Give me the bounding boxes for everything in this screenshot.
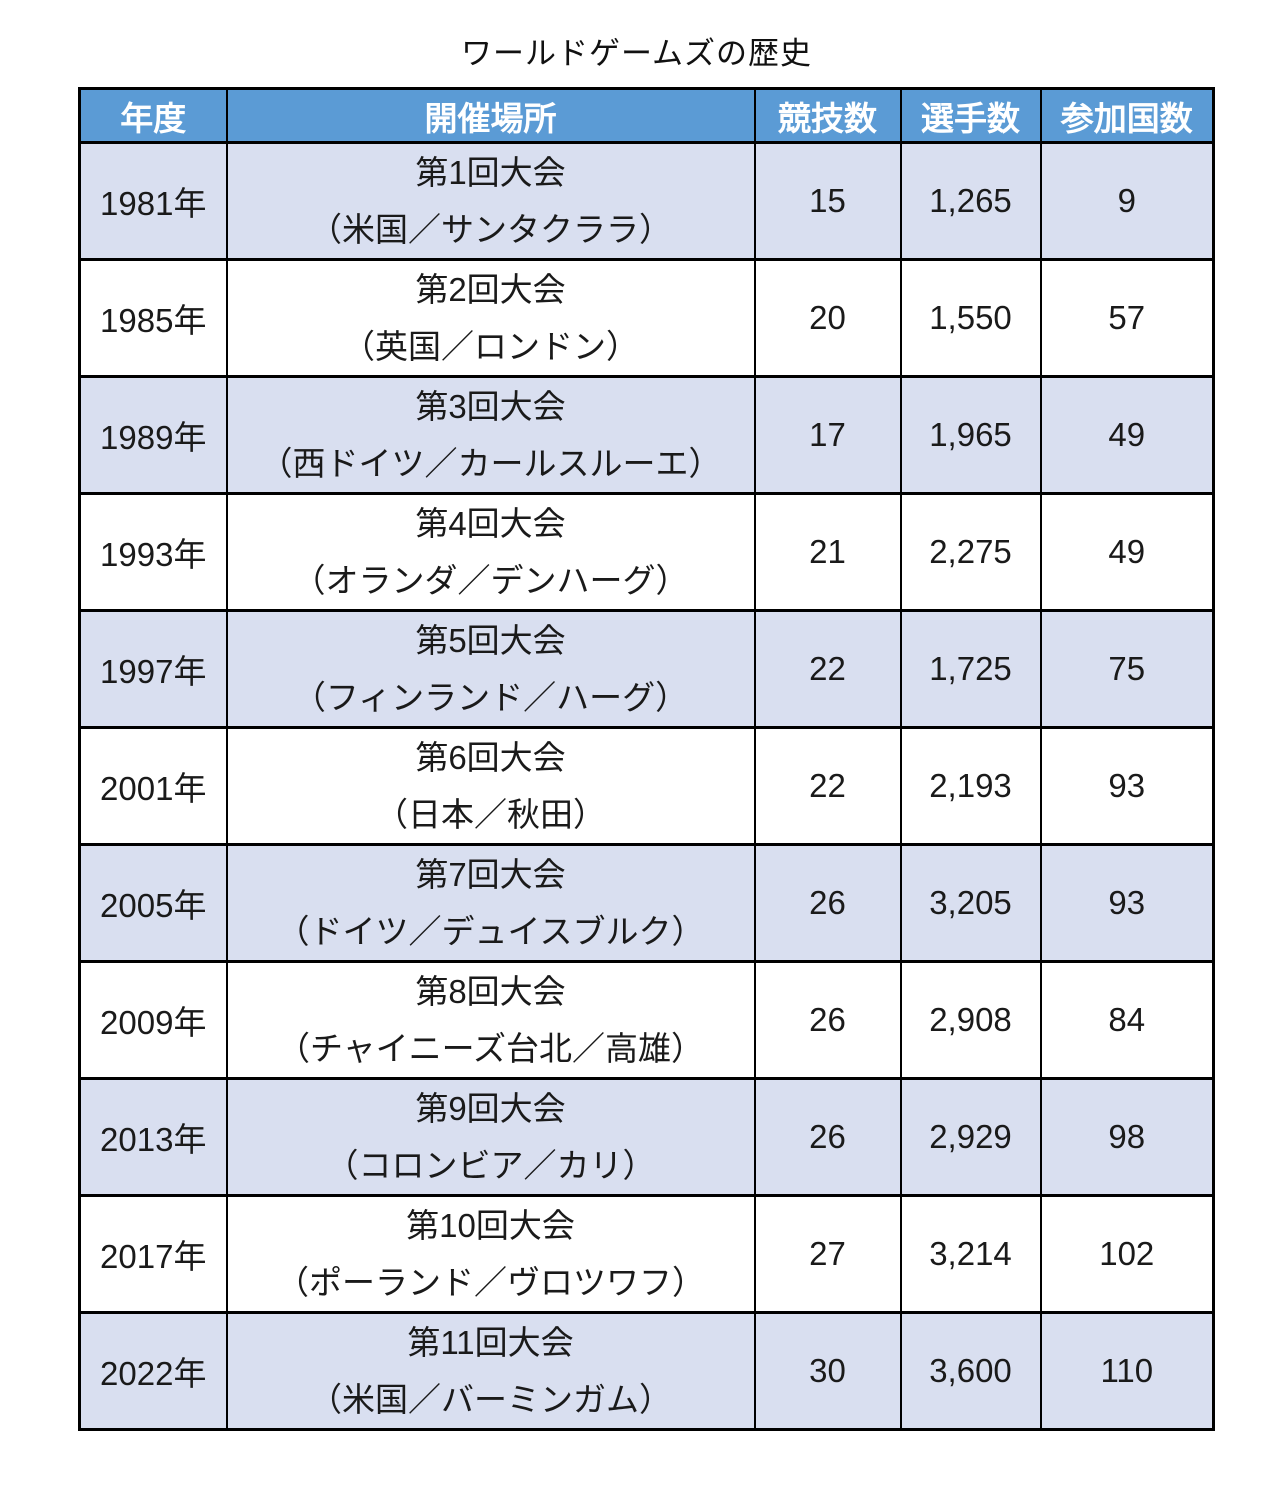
venue-cell: 第7回大会 （ドイツ／デュイスブルク） xyxy=(225,843,756,963)
year-cell: 2017年 xyxy=(78,1194,228,1314)
venue-location: （ポーランド／ヴロツワフ） xyxy=(276,1264,705,1301)
venue-cell: 第5回大会 （フィンランド／ハーグ） xyxy=(225,609,756,729)
world-games-history-table: 年度 開催場所 競技数 選手数 参加国数 1981年 第1回大会 （米国／サンタ… xyxy=(78,87,1215,1431)
year-cell: 2001年 xyxy=(78,726,228,846)
venue-location: （オランダ／デンハーグ） xyxy=(292,562,689,599)
venue-cell: 第9回大会 （コロンビア／カリ） xyxy=(225,1077,756,1197)
countries-count-cell: 84 xyxy=(1039,960,1215,1080)
table-header: 年度 開催場所 競技数 選手数 参加国数 xyxy=(78,87,1215,144)
event-name: 第7回大会 xyxy=(415,856,566,893)
countries-count-cell: 49 xyxy=(1039,375,1215,495)
venue-location: （米国／サンタクララ） xyxy=(309,211,672,248)
year-cell: 1993年 xyxy=(78,492,228,612)
venue-location: （日本／秋田） xyxy=(375,796,606,833)
countries-count-cell: 93 xyxy=(1039,843,1215,963)
venue-location: （ドイツ／デュイスブルク） xyxy=(276,913,705,950)
table-row: 1981年 第1回大会 （米国／サンタクララ） 15 1,265 9 xyxy=(78,141,1215,261)
event-name: 第11回大会 xyxy=(407,1324,574,1361)
sports-count-cell: 21 xyxy=(753,492,902,612)
table-row: 1985年 第2回大会 （英国／ロンドン） 20 1,550 57 xyxy=(78,258,1215,378)
event-name: 第1回大会 xyxy=(415,154,566,191)
athletes-count-cell: 1,265 xyxy=(899,141,1042,261)
venue-location: （米国／バーミンガム） xyxy=(309,1381,672,1418)
table-row: 2022年 第11回大会 （米国／バーミンガム） 30 3,600 110 xyxy=(78,1311,1215,1431)
sports-count-cell: 22 xyxy=(753,609,902,729)
venue-cell: 第6回大会 （日本／秋田） xyxy=(225,726,756,846)
table-row: 1989年 第3回大会 （西ドイツ／カールスルーエ） 17 1,965 49 xyxy=(78,375,1215,495)
athletes-count-cell: 3,600 xyxy=(899,1311,1042,1431)
venue-cell: 第8回大会 （チャイニーズ台北／高雄） xyxy=(225,960,756,1080)
sports-count-cell: 15 xyxy=(753,141,902,261)
athletes-count-cell: 2,275 xyxy=(899,492,1042,612)
year-cell: 1997年 xyxy=(78,609,228,729)
venue-location: （英国／ロンドン） xyxy=(342,328,639,365)
athletes-count-cell: 1,725 xyxy=(899,609,1042,729)
sports-count-cell: 17 xyxy=(753,375,902,495)
event-name: 第4回大会 xyxy=(415,505,566,542)
countries-count-cell: 75 xyxy=(1039,609,1215,729)
sports-count-cell: 26 xyxy=(753,960,902,1080)
venue-cell: 第2回大会 （英国／ロンドン） xyxy=(225,258,756,378)
event-name: 第3回大会 xyxy=(415,388,566,425)
sports-count-cell: 27 xyxy=(753,1194,902,1314)
event-name: 第8回大会 xyxy=(415,973,566,1010)
year-cell: 1981年 xyxy=(78,141,228,261)
countries-count-cell: 110 xyxy=(1039,1311,1215,1431)
event-name: 第6回大会 xyxy=(415,739,566,776)
header-athletes: 選手数 xyxy=(899,87,1042,144)
sports-count-cell: 26 xyxy=(753,843,902,963)
event-name: 第9回大会 xyxy=(415,1090,566,1127)
year-cell: 1985年 xyxy=(78,258,228,378)
venue-location: （フィンランド／ハーグ） xyxy=(292,679,689,716)
venue-cell: 第11回大会 （米国／バーミンガム） xyxy=(225,1311,756,1431)
event-name: 第2回大会 xyxy=(415,271,566,308)
event-name: 第5回大会 xyxy=(415,622,566,659)
table-row: 2017年 第10回大会 （ポーランド／ヴロツワフ） 27 3,214 102 xyxy=(78,1194,1215,1314)
event-name: 第10回大会 xyxy=(406,1207,575,1244)
venue-location: （チャイニーズ台北／高雄） xyxy=(276,1030,705,1067)
header-year: 年度 xyxy=(78,87,228,144)
header-sports: 競技数 xyxy=(753,87,902,144)
year-cell: 2022年 xyxy=(78,1311,228,1431)
countries-count-cell: 49 xyxy=(1039,492,1215,612)
sports-count-cell: 30 xyxy=(753,1311,902,1431)
athletes-count-cell: 3,214 xyxy=(899,1194,1042,1314)
athletes-count-cell: 2,193 xyxy=(899,726,1042,846)
header-venue: 開催場所 xyxy=(225,87,756,144)
venue-location: （コロンビア／カリ） xyxy=(325,1147,656,1184)
table-row: 2001年 第6回大会 （日本／秋田） 22 2,193 93 xyxy=(78,726,1215,846)
sports-count-cell: 20 xyxy=(753,258,902,378)
athletes-count-cell: 1,550 xyxy=(899,258,1042,378)
venue-cell: 第4回大会 （オランダ／デンハーグ） xyxy=(225,492,756,612)
table-row: 2009年 第8回大会 （チャイニーズ台北／高雄） 26 2,908 84 xyxy=(78,960,1215,1080)
table-body: 1981年 第1回大会 （米国／サンタクララ） 15 1,265 9 1985年… xyxy=(78,141,1215,1431)
countries-count-cell: 9 xyxy=(1039,141,1215,261)
countries-count-cell: 93 xyxy=(1039,726,1215,846)
venue-location: （西ドイツ／カールスルーエ） xyxy=(259,445,722,482)
sports-count-cell: 26 xyxy=(753,1077,902,1197)
header-row: 年度 開催場所 競技数 選手数 参加国数 xyxy=(78,87,1215,144)
venue-cell: 第1回大会 （米国／サンタクララ） xyxy=(225,141,756,261)
table-row: 1997年 第5回大会 （フィンランド／ハーグ） 22 1,725 75 xyxy=(78,609,1215,729)
sports-count-cell: 22 xyxy=(753,726,902,846)
header-countries: 参加国数 xyxy=(1039,87,1215,144)
year-cell: 1989年 xyxy=(78,375,228,495)
venue-cell: 第3回大会 （西ドイツ／カールスルーエ） xyxy=(225,375,756,495)
athletes-count-cell: 3,205 xyxy=(899,843,1042,963)
athletes-count-cell: 2,908 xyxy=(899,960,1042,1080)
table-row: 1993年 第4回大会 （オランダ／デンハーグ） 21 2,275 49 xyxy=(78,492,1215,612)
countries-count-cell: 57 xyxy=(1039,258,1215,378)
page-title: ワールドゲームズの歴史 xyxy=(460,36,813,71)
countries-count-cell: 102 xyxy=(1039,1194,1215,1314)
table-row: 2013年 第9回大会 （コロンビア／カリ） 26 2,929 98 xyxy=(78,1077,1215,1197)
venue-cell: 第10回大会 （ポーランド／ヴロツワフ） xyxy=(225,1194,756,1314)
year-cell: 2013年 xyxy=(78,1077,228,1197)
table-row: 2005年 第7回大会 （ドイツ／デュイスブルク） 26 3,205 93 xyxy=(78,843,1215,963)
year-cell: 2009年 xyxy=(78,960,228,1080)
athletes-count-cell: 2,929 xyxy=(899,1077,1042,1197)
athletes-count-cell: 1,965 xyxy=(899,375,1042,495)
year-cell: 2005年 xyxy=(78,843,228,963)
countries-count-cell: 98 xyxy=(1039,1077,1215,1197)
